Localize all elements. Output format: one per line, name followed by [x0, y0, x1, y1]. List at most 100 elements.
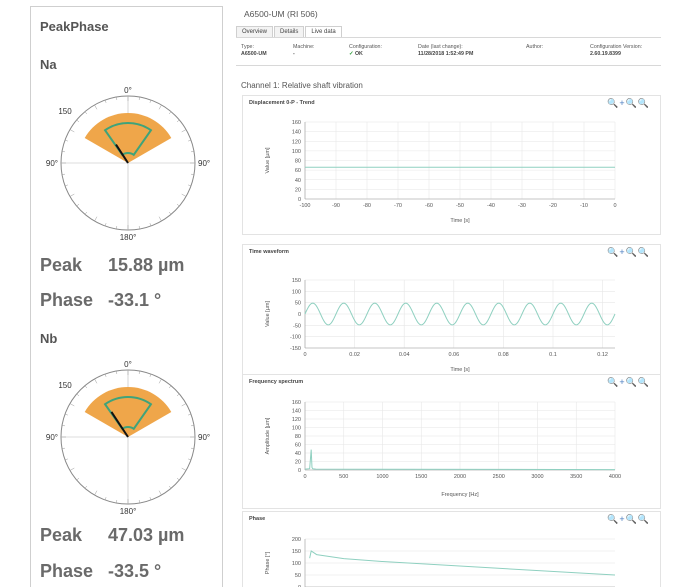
polar-scale-label: 150 — [58, 107, 72, 116]
y-tick-label: 150 — [292, 549, 301, 555]
y-tick-label: 50 — [295, 573, 301, 579]
polar-tick — [69, 467, 75, 471]
x-tick-label: -30 — [518, 203, 526, 209]
x-tick-label: 0 — [303, 474, 306, 480]
x-tick-label: 0.06 — [448, 352, 459, 358]
polar-tick — [69, 193, 75, 197]
plot-title: Phase — [249, 516, 266, 522]
x-tick-label: 3500 — [570, 474, 582, 480]
series-line — [309, 550, 616, 576]
y-tick-label: 80 — [295, 159, 301, 165]
x-axis-label: Frequency [Hz] — [441, 492, 479, 498]
x-tick-label: 1500 — [415, 474, 427, 480]
polar-label-right: 90° — [198, 433, 210, 442]
polar-tick — [188, 458, 192, 461]
zoom-tools-icon[interactable]: 🔍+🔍🔍 — [607, 514, 650, 524]
phase-chart: 0 50 100 150 200 Phase [°] — [265, 537, 616, 587]
polar-tick — [104, 373, 107, 377]
polar-tick — [138, 225, 140, 230]
polar-tick — [84, 211, 88, 215]
polar-tick — [64, 139, 68, 142]
y-tick-label: 160 — [292, 120, 301, 126]
polar-tick — [64, 184, 68, 187]
series-line — [304, 302, 616, 326]
polar-tick — [176, 119, 180, 123]
plot-title: Frequency spectrum — [249, 379, 304, 385]
phase-row-na: Phase -33.1 ° — [40, 290, 161, 311]
x-tick-label: 0.12 — [597, 352, 608, 358]
polar-tick — [76, 203, 80, 207]
polar-tick — [168, 111, 172, 115]
channel-title: Channel 1: Relative shaft vibration — [241, 81, 363, 90]
polar-tick — [168, 211, 172, 215]
polar-tick — [104, 99, 107, 103]
y-tick-label: 60 — [295, 168, 301, 174]
y-tick-label: 80 — [295, 434, 301, 440]
x-tick-label: 4000 — [609, 474, 621, 480]
x-tick-label: -80 — [363, 203, 371, 209]
x-tick-label: -20 — [549, 203, 557, 209]
polar-tick — [149, 373, 152, 377]
plot-title: Displacement 0-P - Trend — [249, 100, 315, 106]
y-tick-label: 20 — [295, 460, 301, 466]
phase-row-nb: Phase -33.5 ° — [40, 561, 161, 582]
x-tick-label: 500 — [339, 474, 348, 480]
y-tick-label: 0 — [298, 197, 301, 203]
y-axis-label: Value [µm] — [265, 301, 271, 327]
y-tick-label: -50 — [293, 323, 301, 329]
peak-value: 15.88 µm — [108, 255, 185, 275]
tab-overview[interactable]: Overview — [236, 26, 274, 38]
polar-tick — [158, 216, 162, 222]
polar-tick — [181, 403, 187, 407]
polar-label-left: 90° — [46, 433, 58, 442]
polar-tick — [61, 173, 66, 175]
polar-tick — [138, 96, 140, 101]
info-version: Configuration Version: 2.60.19.8399 — [590, 44, 643, 57]
polar-tick — [190, 425, 195, 427]
x-tick-label: 0.02 — [349, 352, 360, 358]
polar-label-top: 0° — [124, 360, 132, 369]
polar-tick — [190, 151, 195, 153]
polar-tick — [158, 104, 162, 110]
zoom-tools-icon[interactable]: 🔍+🔍🔍 — [607, 98, 650, 108]
trend-chart: -100 -90 -80 -70 -60 -50 -40 -30 -20 -10 002040608… — [265, 120, 617, 224]
waveform-plot-card: Time waveform 🔍+🔍🔍 0 0.02 0.04 0.06 0.08 0.1 0… — [242, 244, 661, 384]
polar-tick — [94, 378, 98, 384]
peakphase-panel: PeakPhase Na 0° 90° 90° 180° 150 Peak 15.88 µ… — [30, 6, 223, 587]
y-tick-label: -150 — [290, 346, 301, 352]
zoom-tools-icon[interactable]: 🔍+🔍🔍 — [607, 377, 650, 387]
spectrum-plot-card: Frequency spectrum 🔍+🔍🔍 0 500 1000 1500 2000… — [242, 374, 661, 509]
polar-tick — [181, 467, 187, 471]
polar-plot-na: 0° 90° 90° 180° 150 — [46, 86, 210, 242]
polar-label-bottom: 180° — [120, 507, 137, 516]
y-axis-label: Phase [°] — [265, 551, 271, 574]
polar-tick — [116, 225, 118, 230]
check-icon: ✓ — [349, 50, 354, 57]
x-tick-label: -10 — [580, 203, 588, 209]
y-tick-label: 140 — [292, 409, 301, 415]
tab-details[interactable]: Details — [274, 26, 305, 38]
channel-label-nb: Nb — [40, 331, 58, 346]
device-title: A6500-UM (RI 506) — [244, 9, 318, 19]
polar-tick — [61, 447, 66, 449]
phase-value: -33.1 ° — [108, 290, 162, 310]
polar-tick — [84, 111, 88, 115]
y-tick-label: 100 — [292, 561, 301, 567]
y-tick-label: 200 — [292, 537, 301, 543]
panel-title: PeakPhase — [40, 19, 109, 34]
x-tick-label: -40 — [487, 203, 495, 209]
polar-tick — [84, 485, 88, 489]
polar-tick — [158, 490, 162, 496]
polar-tick — [176, 477, 180, 481]
zoom-tools-icon[interactable]: 🔍+🔍🔍 — [607, 247, 650, 257]
polar-tick — [64, 413, 68, 416]
x-tick-label: -90 — [332, 203, 340, 209]
x-tick-label: -100 — [299, 203, 310, 209]
spectrum-chart: 0 500 1000 1500 2000 2500 3000 3500 4000 0 20 40 60 8… — [265, 400, 621, 498]
polar-tick — [76, 393, 80, 397]
y-axis-label: Value [µm] — [265, 147, 271, 173]
polar-label-left: 90° — [46, 159, 58, 168]
peak-value: 47.03 µm — [108, 525, 185, 545]
polar-tick — [104, 497, 107, 501]
x-tick-label: 0.08 — [498, 352, 509, 358]
